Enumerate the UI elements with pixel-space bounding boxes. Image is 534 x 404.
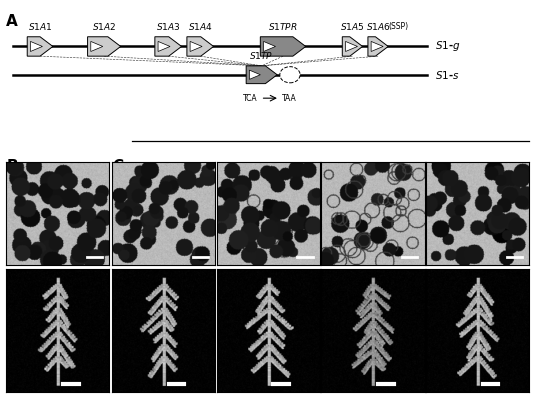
Ellipse shape bbox=[280, 67, 300, 83]
Text: $\it{S1A5}$-$\it{t}$: $\it{S1A5}$-$\it{t}$ bbox=[462, 161, 494, 172]
Polygon shape bbox=[342, 37, 363, 56]
Text: $\it{S1A3}$: $\it{S1A3}$ bbox=[156, 21, 180, 32]
Polygon shape bbox=[190, 42, 202, 51]
Polygon shape bbox=[187, 37, 214, 56]
Polygon shape bbox=[264, 42, 276, 51]
Polygon shape bbox=[158, 42, 170, 51]
Text: $\it{S1A5}$: $\it{S1A5}$ bbox=[340, 21, 365, 32]
Polygon shape bbox=[261, 37, 306, 56]
Text: $\it{S1A4}$: $\it{S1A4}$ bbox=[188, 21, 213, 32]
Polygon shape bbox=[371, 42, 383, 51]
Polygon shape bbox=[91, 42, 103, 51]
Polygon shape bbox=[27, 37, 53, 56]
Text: $\it{S1A2}$-$\it{t}$: $\it{S1A2}$-$\it{t}$ bbox=[148, 161, 180, 172]
Polygon shape bbox=[155, 37, 182, 56]
Text: $\it{S1TP}$: $\it{S1TP}$ bbox=[249, 50, 274, 61]
Text: $\it{S1}$-$\it{g}$: $\it{S1}$-$\it{g}$ bbox=[435, 40, 461, 53]
Text: $\it{S1A3}$-$\it{t}$: $\it{S1A3}$-$\it{t}$ bbox=[253, 161, 285, 172]
Polygon shape bbox=[246, 66, 277, 84]
Text: $\it{S1TPR}$: $\it{S1TPR}$ bbox=[268, 21, 298, 32]
Text: B: B bbox=[6, 159, 18, 174]
Polygon shape bbox=[30, 42, 42, 51]
Text: TCA: TCA bbox=[243, 94, 257, 103]
Text: $\it{S1A2}$: $\it{S1A2}$ bbox=[92, 21, 116, 32]
Polygon shape bbox=[345, 42, 357, 51]
Polygon shape bbox=[368, 37, 388, 56]
Text: $\it{TPR}$-$\it{S1A6}$-$\it{t}$: $\it{TPR}$-$\it{S1A6}$-$\it{t}$ bbox=[26, 161, 78, 172]
Text: $\it{TPR}$-$\it{S1A6}$-$\it{t}$ $\times$: $\it{TPR}$-$\it{S1A6}$-$\it{t}$ $\times$ bbox=[285, 160, 351, 172]
Text: $\it{S1A1}$: $\it{S1A1}$ bbox=[28, 21, 52, 32]
Text: (SSP): (SSP) bbox=[389, 22, 409, 31]
Text: TAA: TAA bbox=[282, 94, 297, 103]
Text: $\it{S1A4}$-$\it{t}$: $\it{S1A4}$-$\it{t}$ bbox=[358, 161, 390, 172]
Text: $\it{S1A6}$: $\it{S1A6}$ bbox=[366, 21, 390, 32]
Polygon shape bbox=[249, 70, 261, 79]
Text: A: A bbox=[6, 14, 18, 29]
Text: $\it{S1}$-$\it{s}$: $\it{S1}$-$\it{s}$ bbox=[435, 69, 460, 81]
Text: C: C bbox=[112, 159, 123, 174]
Polygon shape bbox=[88, 37, 121, 56]
